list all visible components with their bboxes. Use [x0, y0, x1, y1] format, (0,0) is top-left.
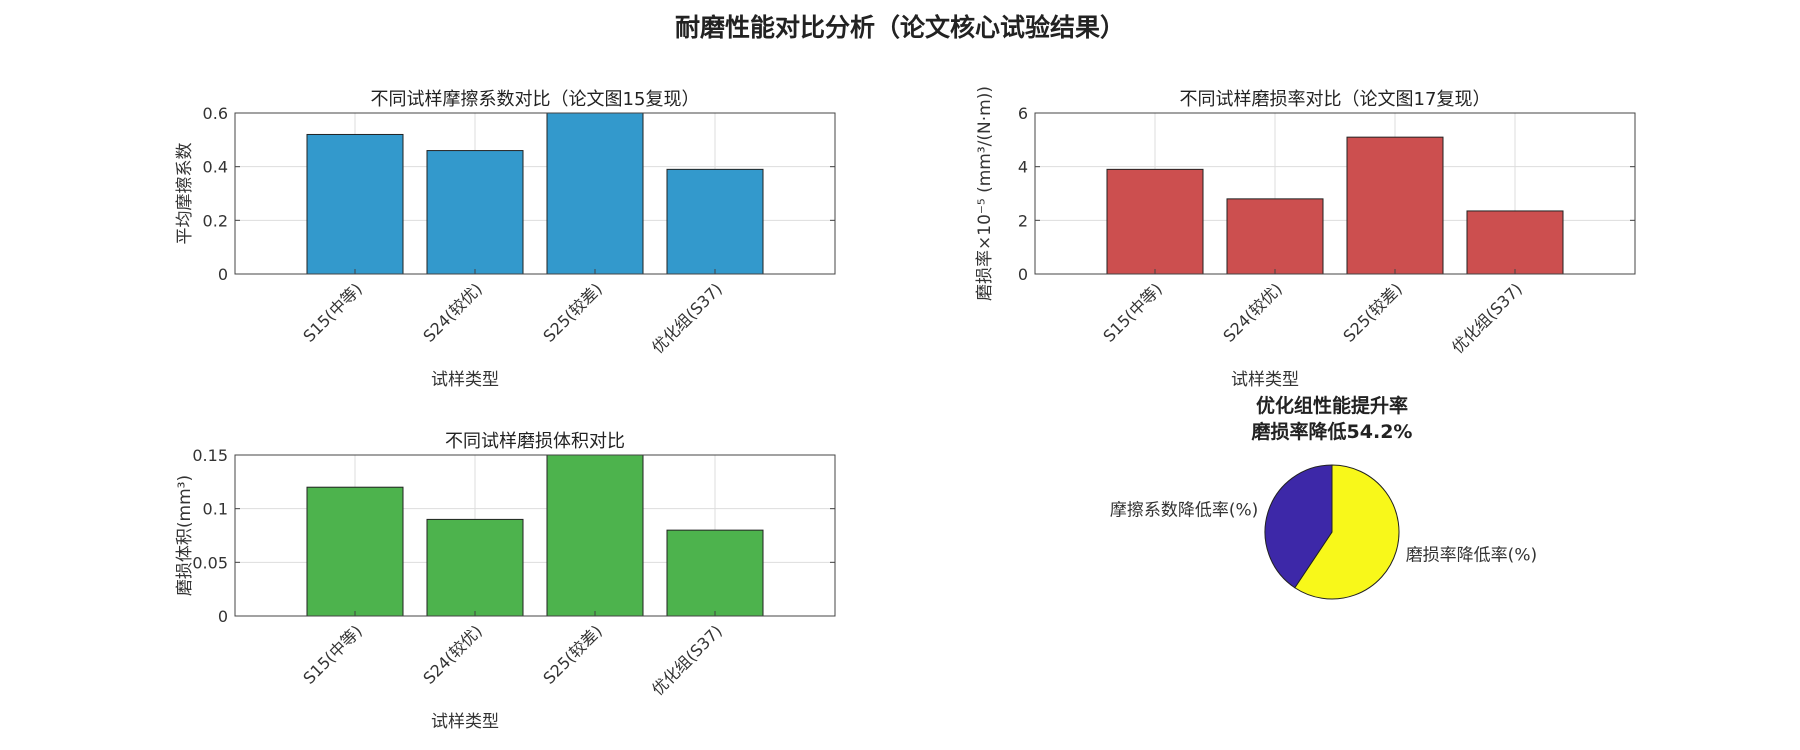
x-category-label: S15(中等)	[299, 279, 365, 345]
x-category-label: S24(较优)	[419, 279, 485, 345]
wear-volume-bar-0	[306, 486, 404, 617]
y-tick-label: 0	[218, 265, 228, 284]
y-tick-label: 0.05	[192, 553, 228, 572]
plot-frame	[234, 112, 836, 275]
wear-rate-chart: 不同试样磨损率对比（论文图17复现） 0 2 4 6 S15(中等) S24(较优) S25(…	[975, 86, 1636, 390]
wear-rate-bar-1	[1226, 198, 1324, 275]
y-tick-label: 4	[1018, 158, 1028, 177]
friction-bar-2	[546, 112, 644, 275]
y-tick-label: 6	[1018, 104, 1028, 123]
pie-slice-label: 摩擦系数降低率(%)	[1110, 501, 1258, 521]
y-tick-label: 0.2	[203, 211, 228, 230]
y-tick-label: 2	[1018, 211, 1028, 230]
x-category-label: S24(较优)	[1219, 279, 1285, 345]
x-axis-label: 试样类型	[431, 712, 499, 732]
x-category-label: S25(较差)	[539, 279, 605, 345]
y-tick-label: 0	[218, 607, 228, 626]
y-tick-label: 0.15	[192, 446, 228, 465]
wear-volume-bar-1	[426, 518, 524, 617]
figure-title: 耐磨性能对比分析（论文核心试验结果）	[675, 13, 1125, 42]
x-category-label: S15(中等)	[299, 621, 365, 687]
x-axis-label: 试样类型	[431, 370, 499, 390]
x-category-label: S24(较优)	[419, 621, 485, 687]
friction-bar-0	[306, 133, 404, 275]
wear-rate-bar-2	[1346, 136, 1444, 275]
y-axis-label: 平均摩擦系数	[175, 143, 195, 245]
wear-volume-bar-2	[546, 454, 644, 617]
x-category-label: 优化组(S37)	[648, 621, 726, 699]
pie-slice-label: 磨损率降低率(%)	[1406, 545, 1537, 565]
pie-subtitle: 磨损率降低54.2%	[1251, 420, 1413, 443]
y-tick-label: 0	[1018, 265, 1028, 284]
x-category-label: 优化组(S37)	[648, 279, 726, 357]
wear-rate-chart-title: 不同试样磨损率对比（论文图17复现）	[1180, 89, 1491, 110]
pie-slice-1	[1264, 464, 1333, 589]
wear-volume-chart-title: 不同试样磨损体积对比	[445, 431, 625, 452]
x-category-label: S25(较差)	[539, 621, 605, 687]
friction-chart-title: 不同试样摩擦系数对比（论文图15复现）	[371, 89, 700, 110]
wear-rate-bar-3	[1466, 210, 1564, 275]
x-axis-label: 试样类型	[1231, 370, 1299, 390]
x-category-label: S15(中等)	[1099, 279, 1165, 345]
y-tick-label: 0.1	[203, 500, 228, 519]
wear-volume-chart: 不同试样磨损体积对比 0 0.05 0.1 0.15 S15(中等) S24(较优) S25(…	[175, 431, 836, 732]
x-category-label: S25(较差)	[1339, 279, 1405, 345]
friction-bar-3	[666, 168, 764, 275]
pie-title: 优化组性能提升率	[1256, 394, 1408, 417]
friction-coefficient-chart: 不同试样摩擦系数对比（论文图15复现） 0 0.2 0.4 0.6 S15(中等) S24(…	[175, 89, 836, 390]
y-axis-label: 磨损率×10⁻⁵ (mm³/(N·m))	[975, 86, 995, 301]
y-axis-label: 磨损体积(mm³)	[175, 475, 195, 596]
pie-slice-0	[1294, 464, 1400, 600]
wear-volume-bar-3	[666, 529, 764, 617]
plot-frame	[234, 454, 836, 617]
friction-bar-1	[426, 150, 524, 275]
y-tick-label: 0.4	[203, 158, 228, 177]
plot-frame	[1034, 112, 1636, 275]
x-category-label: 优化组(S37)	[1448, 279, 1526, 357]
wear-rate-bar-0	[1106, 168, 1204, 275]
y-tick-label: 0.6	[203, 104, 228, 123]
